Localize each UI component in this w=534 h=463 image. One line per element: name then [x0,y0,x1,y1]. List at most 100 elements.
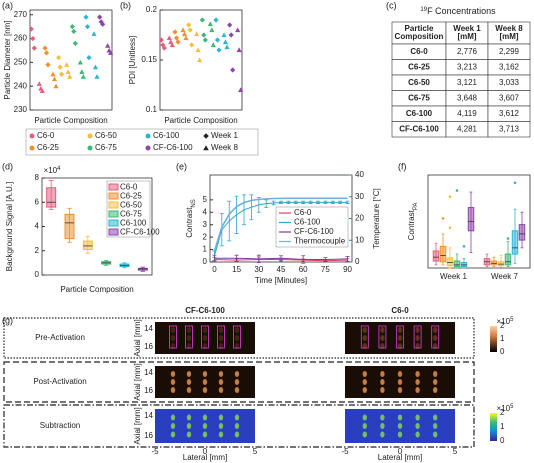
legend-marker [87,145,93,151]
legend-label: CF-C6-100 [120,228,160,237]
x-tick-label: 0 [212,265,217,274]
panel-label: (g) [2,315,13,325]
image-spot [397,414,403,421]
legend-label: C6-100 [153,131,180,140]
legend-swatch [108,210,119,218]
table-cell-text: 3,713 [499,124,520,133]
legend-label: C6-75 [120,210,142,219]
point [173,35,180,41]
point [161,45,167,51]
image-spot [362,431,367,438]
point [91,31,97,36]
x-tick-label: Week 1 [440,272,468,281]
legend-label: C6-25 [37,143,59,152]
table-cell-text: 3,607 [499,93,520,102]
image-spot [186,387,192,393]
x-tick-label: 5 [453,447,458,456]
point [59,71,65,77]
x-axis-label: Time [Minutes] [255,276,307,285]
error-bar [234,254,239,262]
point [214,37,221,43]
table-cell-text: C6-75 [408,93,430,102]
x-tick-label: 15 [232,265,241,274]
image-spot [202,423,208,429]
point [221,32,227,38]
legend-label: C6-100 [120,219,147,228]
error-bar [264,199,269,208]
image-spot [415,431,420,438]
point [238,87,244,93]
image-spot [234,379,240,385]
y-tick-label: 260 [14,34,28,43]
point [80,74,86,79]
axis-exponent-script: 4 [57,166,61,172]
x-tick-label: 30 [254,265,263,274]
image-spot [362,335,367,341]
point [181,31,188,37]
x-tick-label: -5 [151,447,159,456]
point [158,37,164,43]
image-spot [186,335,192,341]
x-tick-label: 90 [343,265,352,274]
image-spot [397,335,403,341]
image-spot [170,414,176,421]
y-tick-label: 230 [14,105,28,114]
image-spot [186,371,192,377]
box [511,230,519,255]
image-spot [218,371,224,377]
image-spot [433,387,438,393]
legend-label: Thermocouple [294,237,346,246]
image-spot [433,414,438,421]
image-spot [170,387,176,393]
image-spot [397,343,403,349]
point [86,55,92,61]
image-spot [234,387,240,393]
colorbar-tick-label: 1 [500,334,505,343]
panel-label: (b) [120,0,131,10]
legend-marker [203,145,209,151]
table-cell-text: 3,162 [499,62,520,71]
image-spot [218,327,224,333]
point [224,44,230,50]
panel-label: (e) [176,161,187,171]
error-bar [345,256,350,262]
image-spot [362,414,367,421]
image-spot [234,423,240,429]
row-frame [3,317,475,359]
legend-frame [275,206,349,248]
legend-swatch [108,201,119,209]
y-axis-label: Axial [mm] [133,407,142,444]
box [467,207,475,232]
roi-box [360,325,369,349]
row-label: Subtraction [40,421,80,430]
table-title: 19F Concentrations [420,6,496,16]
y-tick-label: 0.1 [146,105,158,114]
roi-box [396,325,404,349]
outlier [448,226,452,229]
image-spot [186,327,192,333]
image-spot [218,431,224,438]
image-spot [234,414,240,421]
image-spot [186,414,192,421]
point [56,55,62,61]
plot-frame [427,174,531,269]
y-axis-label: Axial [mm] [133,319,142,356]
row-frame [3,361,475,403]
image-spot [433,335,438,341]
image-spot [362,371,367,377]
point [166,35,172,41]
colorbar-tick-label: 2 [500,408,505,417]
outlier [513,181,517,185]
point [42,45,48,51]
table-cell-text: 3,648 [457,93,478,102]
table-header: Week 1 [453,24,481,33]
roi-box [169,325,177,349]
box [453,260,461,267]
row-label: Pre-Activation [35,333,85,342]
column-title: C6-0 [391,306,409,315]
legend-label: C6-0 [120,183,138,192]
image-spot [202,387,208,393]
roi-box [431,325,440,349]
point [175,39,181,45]
